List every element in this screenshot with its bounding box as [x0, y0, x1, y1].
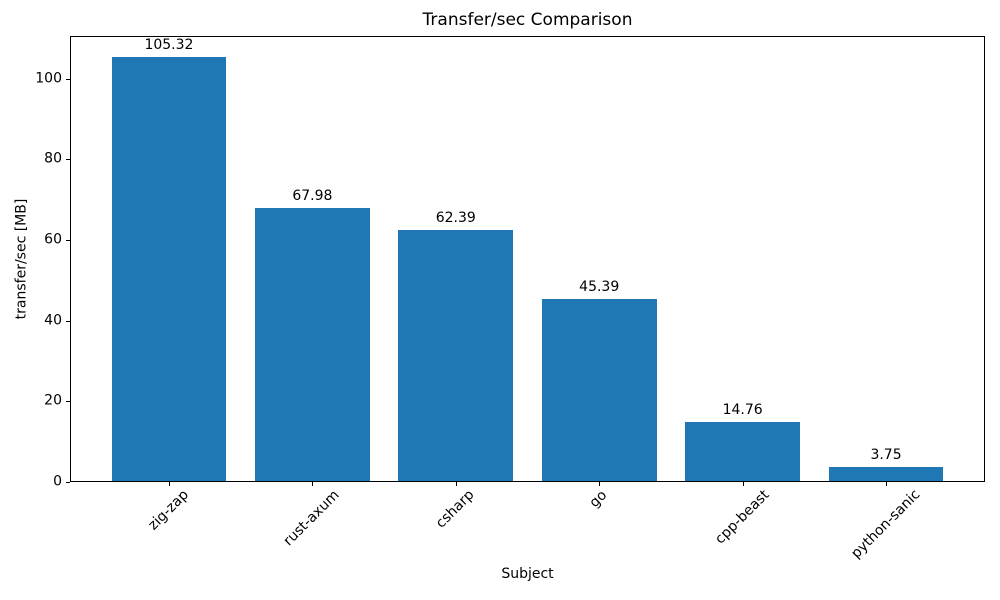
bar-value-label-go: 45.39 [579, 278, 620, 295]
x-tick-mark [168, 482, 170, 486]
y-tick-mark [66, 240, 70, 242]
bar-value-label-cpp-beast: 14.76 [722, 402, 763, 419]
y-tick-label-100: 100 [35, 70, 62, 87]
x-tick-label-zig-zap: zig-zap [145, 486, 192, 534]
y-tick-label-60: 60 [44, 231, 62, 248]
bar-value-label-rust-axum: 67.98 [292, 187, 333, 204]
x-tick-label-go: go [587, 486, 611, 511]
x-tick-mark [886, 482, 888, 486]
chart-title: Transfer/sec Comparison [422, 10, 633, 30]
bar-python-sanic [828, 466, 944, 482]
x-tick-label-rust-axum: rust-axum [280, 486, 344, 550]
bar-rust-axum [255, 207, 370, 482]
bar-zig-zap [111, 57, 227, 482]
x-tick-label-python-sanic: python-sanic [848, 486, 924, 563]
y-tick-label-20: 20 [44, 392, 62, 409]
x-axis-label: Subject [501, 566, 554, 582]
bar-go [541, 298, 657, 482]
x-tick-mark [312, 482, 314, 486]
x-tick-mark [599, 482, 601, 486]
bar-csharp [398, 230, 514, 482]
bar-value-label-zig-zap: 105.32 [144, 37, 194, 54]
y-tick-mark [66, 401, 70, 403]
bar-value-label-python-sanic: 3.75 [870, 446, 902, 463]
bar-value-label-csharp: 62.39 [435, 210, 476, 227]
y-tick-mark [66, 159, 70, 161]
y-tick-label-80: 80 [44, 150, 62, 167]
x-tick-label-cpp-beast: cpp-beast [712, 486, 773, 548]
bar-cpp-beast [685, 422, 800, 482]
y-tick-label-40: 40 [44, 312, 62, 329]
y-tick-label-0: 0 [53, 473, 62, 490]
x-tick-mark [742, 482, 744, 486]
x-tick-mark [455, 482, 457, 486]
y-tick-mark [66, 320, 70, 322]
y-tick-mark [66, 482, 70, 483]
y-tick-mark [66, 78, 70, 80]
plot-area: 105.32 67.98 62.39 45.39 14.76 3.75 [70, 36, 985, 482]
x-tick-label-csharp: csharp [433, 486, 478, 532]
y-axis-label: transfer/sec [MB] [13, 198, 30, 320]
